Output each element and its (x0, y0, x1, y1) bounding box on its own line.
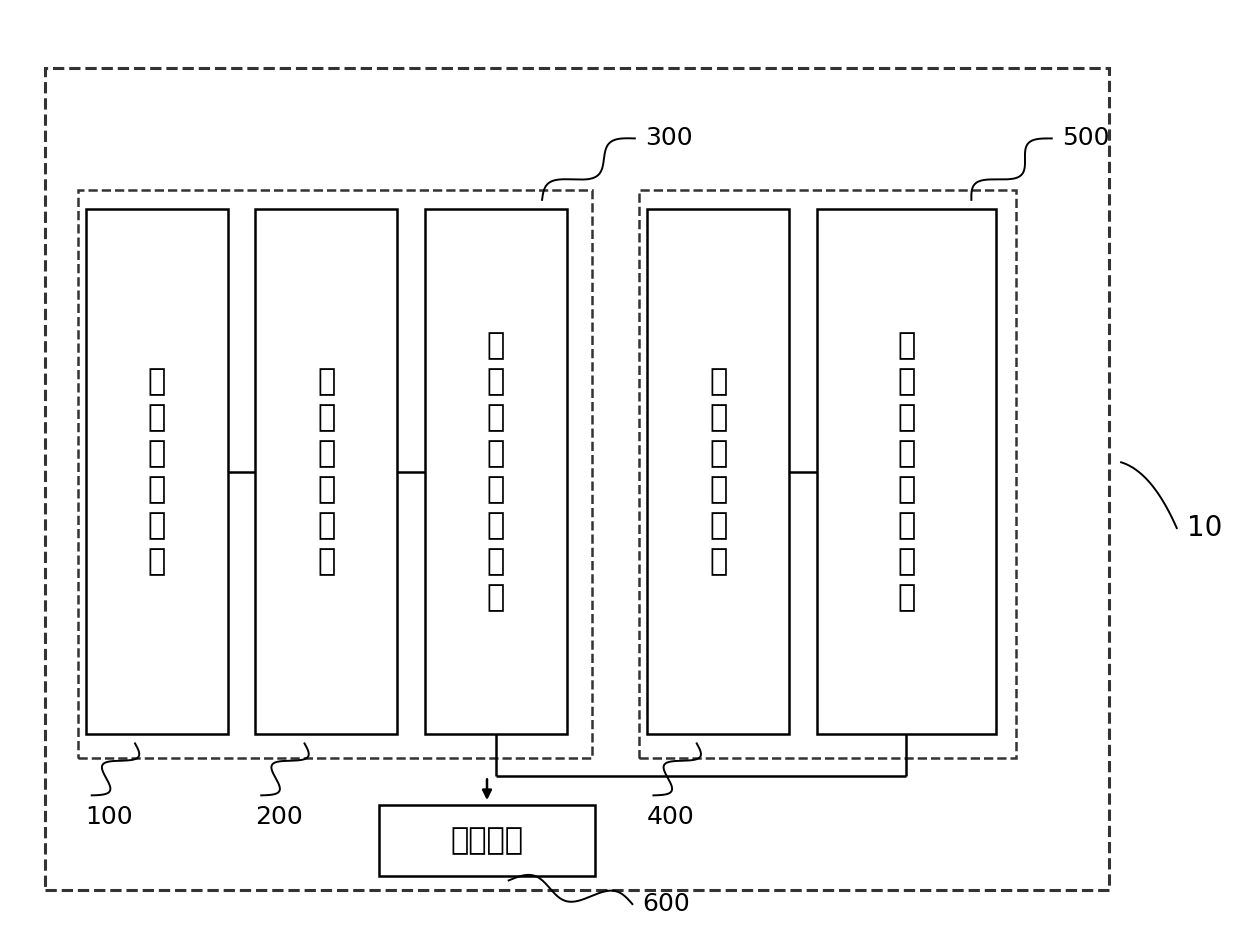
Text: 第
一
振
幅
计
算
模
块: 第 一 振 幅 计 算 模 块 (486, 332, 505, 611)
Bar (424, 210, 567, 734)
Text: 10: 10 (1187, 514, 1223, 542)
Bar (255, 210, 397, 734)
Bar (639, 191, 1016, 757)
Text: 第
一
获
取
模
块: 第 一 获 取 模 块 (148, 368, 166, 575)
Text: 第
二
获
取
模
块: 第 二 获 取 模 块 (709, 368, 728, 575)
Text: 100: 100 (86, 805, 133, 829)
Bar (45, 67, 1109, 890)
Bar (86, 210, 228, 734)
Text: 诊断模块: 诊断模块 (450, 826, 523, 855)
Bar (647, 210, 790, 734)
Text: 300: 300 (645, 126, 692, 151)
Text: 400: 400 (647, 805, 694, 829)
Text: 模
拟
计
算
模
块: 模 拟 计 算 模 块 (317, 368, 335, 575)
Text: 第
二
振
幅
计
算
模
块: 第 二 振 幅 计 算 模 块 (898, 332, 915, 611)
Text: 500: 500 (1061, 126, 1110, 151)
Text: 200: 200 (255, 805, 303, 829)
Bar (378, 805, 595, 876)
Bar (78, 191, 591, 757)
Bar (817, 210, 996, 734)
Text: 600: 600 (642, 892, 689, 916)
